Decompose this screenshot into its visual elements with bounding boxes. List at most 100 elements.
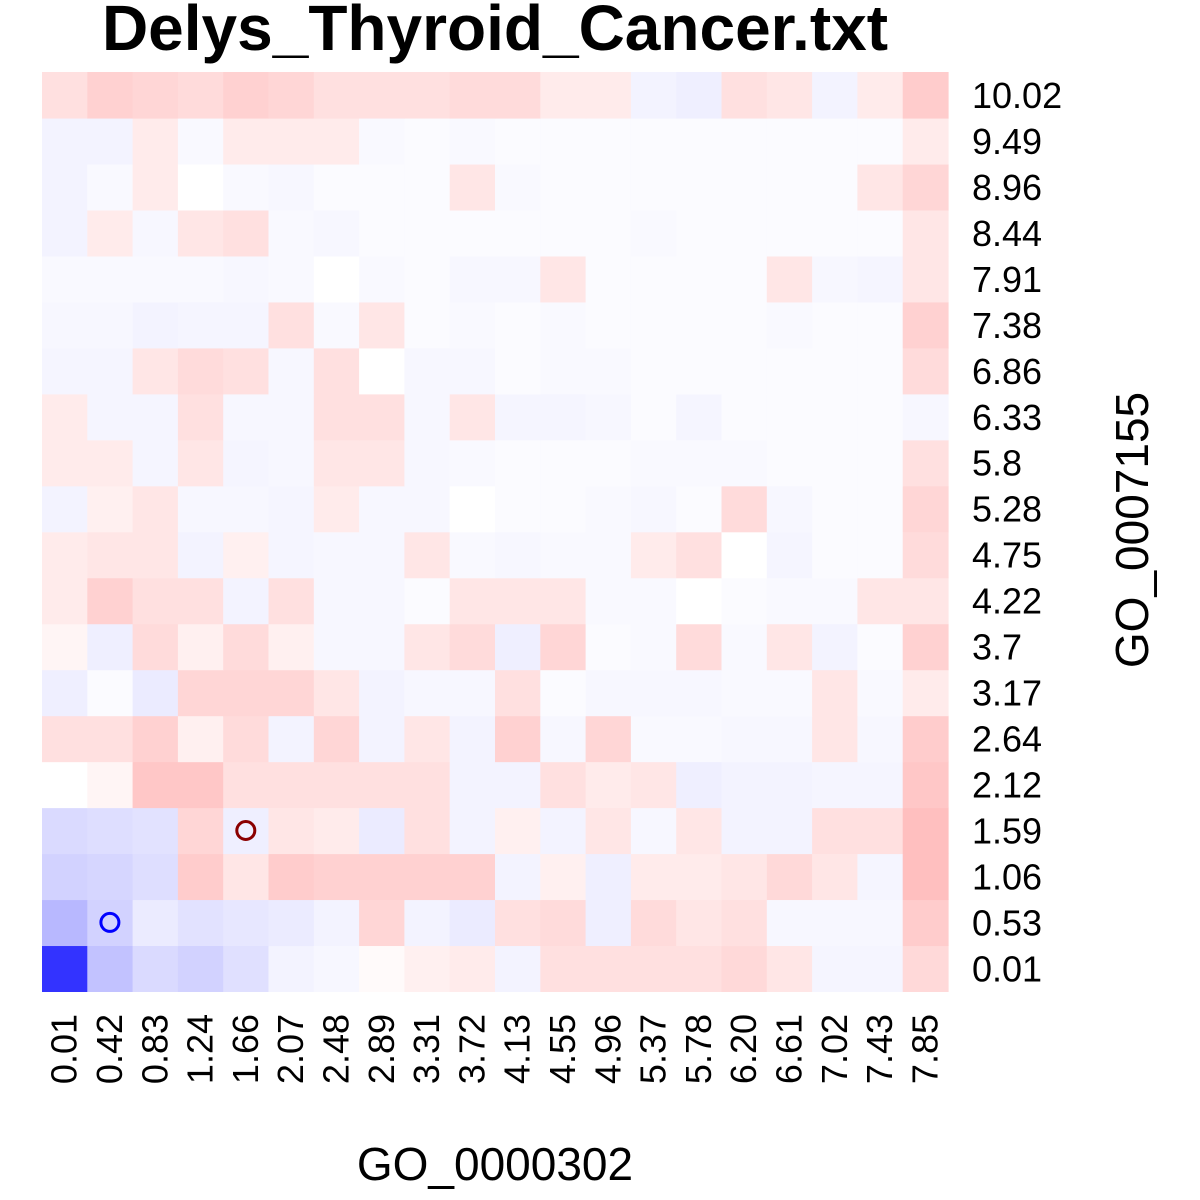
heatmap-cell <box>42 853 88 901</box>
y-axis-title: GO_0007155 <box>1106 392 1158 668</box>
heatmap-cell <box>87 301 134 349</box>
heatmap-markers <box>99 820 257 933</box>
heatmap-cell <box>42 623 88 671</box>
heatmap-cell <box>630 577 677 625</box>
heatmap-cell <box>223 209 270 257</box>
heatmap-cell <box>177 439 224 487</box>
heatmap-cell <box>630 945 677 992</box>
heatmap-cell <box>177 393 224 441</box>
heatmap-cell <box>721 72 768 119</box>
heatmap-cell <box>857 669 904 717</box>
heatmap-cell <box>902 209 949 257</box>
heatmap-cell <box>132 347 179 395</box>
heatmap-cell <box>676 715 723 763</box>
y-tick-label: 1.06 <box>972 857 1042 898</box>
x-axis-title: GO_0000302 <box>357 1138 633 1190</box>
heatmap-cell <box>87 715 134 763</box>
heatmap-cell <box>87 853 134 901</box>
heatmap-cell <box>540 209 587 257</box>
heatmap-cell <box>676 163 723 211</box>
heatmap-cell <box>404 623 451 671</box>
heatmap-cell <box>268 669 315 717</box>
heatmap-cell <box>676 255 723 303</box>
heatmap-cell <box>676 347 723 395</box>
heatmap-cell <box>766 255 813 303</box>
heatmap-cell <box>268 117 315 165</box>
heatmap-cell <box>540 531 587 579</box>
heatmap-cell <box>42 301 88 349</box>
heatmap-cell <box>177 761 224 809</box>
heatmap-cell <box>902 301 949 349</box>
heatmap-cell <box>540 163 587 211</box>
heatmap-cell <box>177 807 224 855</box>
heatmap-cell <box>268 347 315 395</box>
heatmap-cell <box>177 945 224 992</box>
heatmap-cell <box>177 72 224 119</box>
x-tick-label: 0.01 <box>44 1014 85 1084</box>
heatmap-cell <box>268 393 315 441</box>
heatmap-cell <box>902 393 949 441</box>
heatmap-cell <box>177 531 224 579</box>
x-tick-label: 6.61 <box>768 1014 809 1084</box>
heatmap-cell <box>812 531 858 579</box>
heatmap-cell <box>902 439 949 487</box>
heatmap-cell <box>177 255 224 303</box>
heatmap-cell <box>766 301 813 349</box>
heatmap-cell <box>857 945 904 992</box>
heatmap-cell <box>268 899 315 947</box>
y-tick-label: 7.91 <box>972 259 1042 300</box>
heatmap-cell <box>223 761 270 809</box>
heatmap-cell <box>766 761 813 809</box>
heatmap-cell <box>721 301 768 349</box>
heatmap-cell <box>766 531 813 579</box>
heatmap-cell <box>359 347 405 395</box>
heatmap-cell <box>359 393 405 441</box>
heatmap-cell <box>676 485 723 533</box>
heatmap-cell <box>359 669 405 717</box>
heatmap-cell <box>812 255 858 303</box>
heatmap-cell <box>721 163 768 211</box>
heatmap-cell <box>857 301 904 349</box>
heatmap-cell <box>132 623 179 671</box>
x-tick-label: 1.66 <box>225 1014 266 1084</box>
heatmap-cell <box>585 485 632 533</box>
heatmap-cell <box>585 439 632 487</box>
heatmap-cell <box>766 347 813 395</box>
heatmap-cell <box>721 945 768 992</box>
heatmap-cell <box>132 577 179 625</box>
heatmap-cell <box>449 899 496 947</box>
heatmap-cell <box>449 945 496 992</box>
heatmap-cell <box>223 301 270 349</box>
heatmap-cell <box>404 531 451 579</box>
heatmap-cell <box>268 761 315 809</box>
heatmap-cell <box>42 807 88 855</box>
heatmap-cell <box>177 301 224 349</box>
heatmap-cell <box>630 347 677 395</box>
heatmap-cell <box>676 117 723 165</box>
heatmap-cell <box>87 623 134 671</box>
heatmap-cell <box>87 163 134 211</box>
heatmap-cell <box>721 347 768 395</box>
heatmap-cell <box>766 577 813 625</box>
heatmap-cell <box>359 899 405 947</box>
heatmap-cell <box>540 853 587 901</box>
heatmap-cell <box>268 485 315 533</box>
heatmap-cell <box>449 347 496 395</box>
heatmap-cell <box>87 531 134 579</box>
heatmap-cell <box>87 255 134 303</box>
heatmap-cell <box>223 531 270 579</box>
heatmap-cell <box>449 117 496 165</box>
heatmap-cell <box>42 761 88 809</box>
heatmap-cell <box>630 301 677 349</box>
heatmap-cell <box>766 209 813 257</box>
heatmap-cell <box>676 669 723 717</box>
y-tick-label: 2.64 <box>972 719 1042 760</box>
heatmap-cell <box>404 945 451 992</box>
heatmap-cell <box>42 485 88 533</box>
heatmap-cell <box>449 853 496 901</box>
heatmap-cell <box>42 715 88 763</box>
heatmap-cell <box>359 255 405 303</box>
heatmap-cell <box>540 623 587 671</box>
heatmap-cell <box>132 853 179 901</box>
heatmap-cell <box>630 255 677 303</box>
